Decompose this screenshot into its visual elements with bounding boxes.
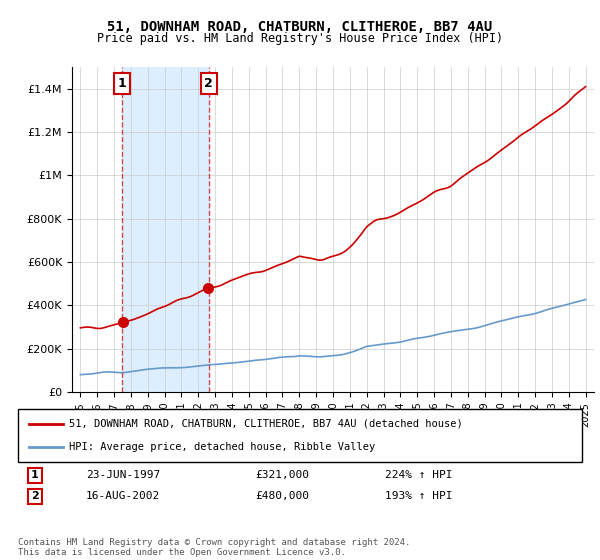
Text: 224% ↑ HPI: 224% ↑ HPI	[385, 470, 452, 480]
FancyBboxPatch shape	[18, 409, 582, 462]
Text: HPI: Average price, detached house, Ribble Valley: HPI: Average price, detached house, Ribb…	[69, 442, 375, 452]
Text: 193% ↑ HPI: 193% ↑ HPI	[385, 491, 452, 501]
Text: Price paid vs. HM Land Registry's House Price Index (HPI): Price paid vs. HM Land Registry's House …	[97, 32, 503, 45]
Text: 2: 2	[205, 77, 213, 90]
Text: 1: 1	[31, 470, 39, 480]
Bar	[122, 67, 209, 392]
Text: 51, DOWNHAM ROAD, CHATBURN, CLITHEROE, BB7 4AU (detached house): 51, DOWNHAM ROAD, CHATBURN, CLITHEROE, B…	[69, 419, 463, 429]
Text: £321,000: £321,000	[255, 470, 309, 480]
Text: 16-AUG-2002: 16-AUG-2002	[86, 491, 160, 501]
Text: 23-JUN-1997: 23-JUN-1997	[86, 470, 160, 480]
Text: Contains HM Land Registry data © Crown copyright and database right 2024.
This d: Contains HM Land Registry data © Crown c…	[18, 538, 410, 557]
Text: 2: 2	[31, 491, 39, 501]
Text: 51, DOWNHAM ROAD, CHATBURN, CLITHEROE, BB7 4AU: 51, DOWNHAM ROAD, CHATBURN, CLITHEROE, B…	[107, 20, 493, 34]
Text: 1: 1	[118, 77, 127, 90]
Text: £480,000: £480,000	[255, 491, 309, 501]
